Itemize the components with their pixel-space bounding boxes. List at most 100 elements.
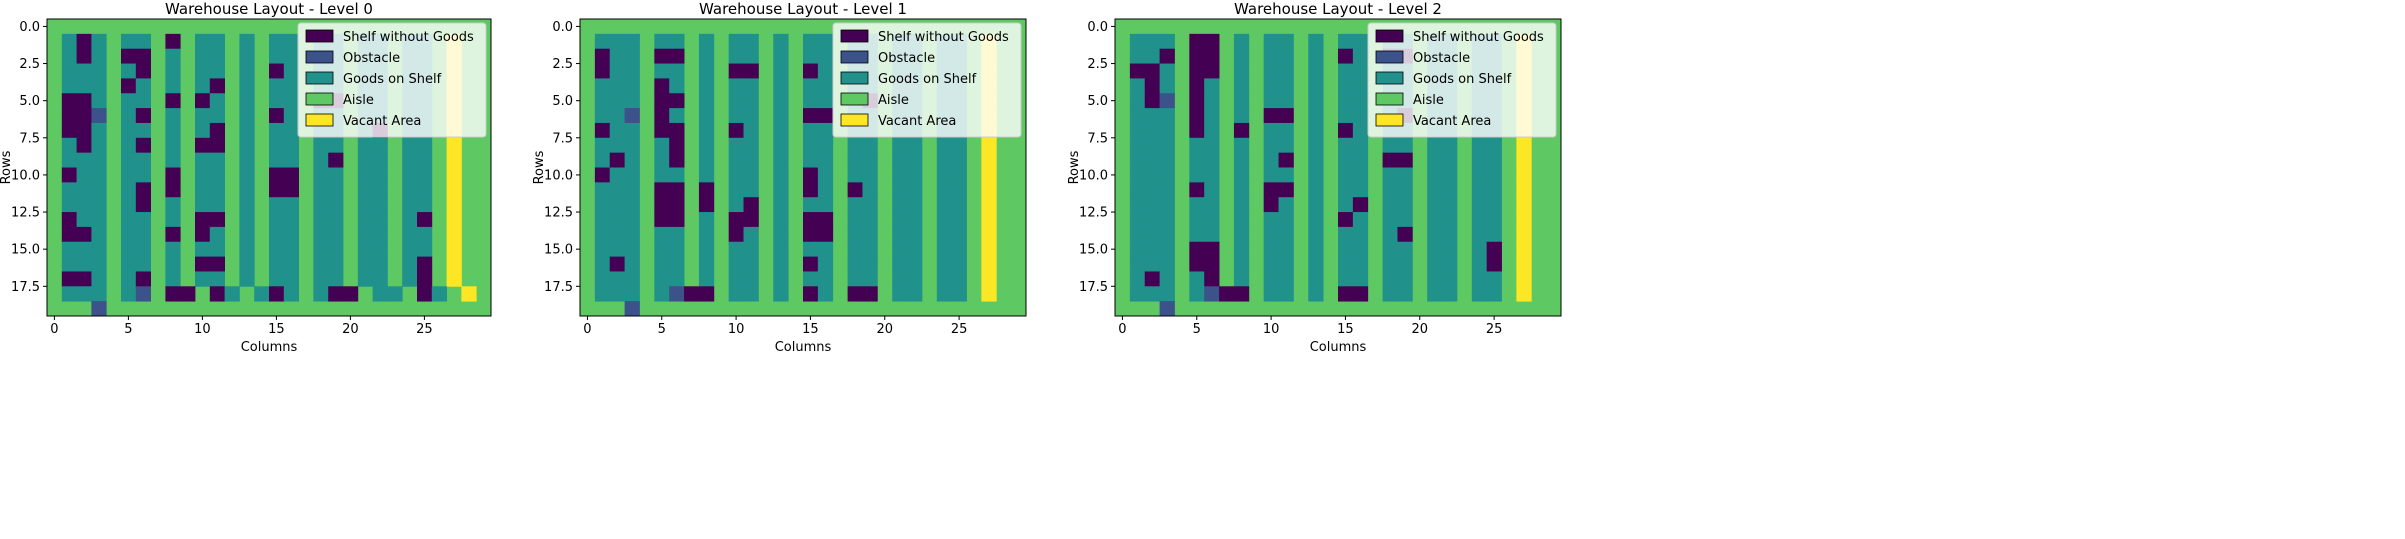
heatmap-cell <box>165 108 181 124</box>
heatmap-cell <box>313 286 329 302</box>
heatmap-cell <box>803 167 819 183</box>
heatmap-cell <box>135 182 151 198</box>
heatmap-cell <box>743 93 759 109</box>
heatmap-cell <box>862 137 878 154</box>
heatmap-cell <box>1308 152 1324 168</box>
heatmap-cell <box>1397 137 1413 154</box>
heatmap-cell <box>624 63 640 79</box>
heatmap-cell <box>61 167 77 183</box>
heatmap-cell <box>135 212 151 228</box>
heatmap-cell <box>698 152 715 168</box>
heatmap-cell <box>862 167 878 183</box>
heatmap-cell <box>803 286 819 302</box>
heatmap-cell <box>1263 271 1279 287</box>
legend-swatch <box>840 71 869 85</box>
heatmap-cell <box>209 197 225 213</box>
heatmap-cell <box>372 182 388 198</box>
heatmap-cell <box>165 63 181 79</box>
heatmap-cell <box>892 212 908 228</box>
y-axis-label: Rows <box>0 150 14 184</box>
heatmap-cell <box>1278 33 1294 50</box>
heatmap-cell <box>1338 33 1354 50</box>
y-tick-label: 17.5 <box>544 280 573 295</box>
y-tick-label: 7.5 <box>1087 131 1108 146</box>
heatmap-cell <box>1397 212 1413 228</box>
heatmap-cell <box>609 197 625 213</box>
heatmap-cell <box>609 93 625 109</box>
legend-swatch <box>1375 92 1404 106</box>
heatmap-cell <box>907 182 923 198</box>
heatmap-cell <box>76 108 92 124</box>
heatmap-cell <box>357 226 373 243</box>
heatmap-cell <box>594 122 611 139</box>
heatmap-cell <box>1427 271 1443 287</box>
x-tick-label: 15 <box>1337 322 1354 337</box>
heatmap-cell <box>1308 122 1324 139</box>
heatmap-cell <box>313 212 329 228</box>
heatmap-cell <box>773 152 789 168</box>
x-tick-label: 20 <box>342 322 359 337</box>
heatmap-cell <box>1352 167 1369 183</box>
heatmap-cell <box>91 93 107 109</box>
heatmap-cell <box>1278 226 1294 243</box>
heatmap-cell <box>981 226 997 243</box>
heatmap-cell <box>594 256 611 272</box>
legend: Shelf without Goods Obstacle Goods on Shel… <box>297 22 487 138</box>
heatmap-cell <box>624 241 640 257</box>
heatmap-cell <box>624 137 640 154</box>
heatmap-cell <box>609 182 625 198</box>
y-tick-label: 5.0 <box>1087 94 1108 109</box>
heatmap-cell <box>1442 197 1458 213</box>
heatmap-cell <box>417 256 433 272</box>
heatmap-cell <box>165 33 181 50</box>
heatmap-cell <box>817 93 834 109</box>
heatmap-cell <box>1352 93 1369 109</box>
heatmap-cell <box>1204 33 1220 50</box>
heatmap-cell <box>135 226 151 243</box>
heatmap-cell <box>669 226 685 243</box>
heatmap-cell <box>76 167 92 183</box>
heatmap-cell <box>1159 93 1175 109</box>
heatmap-cell <box>1352 48 1369 64</box>
heatmap-cell <box>269 152 285 168</box>
heatmap-cell <box>594 167 611 183</box>
heatmap-cell <box>609 286 625 302</box>
heatmap-cell <box>239 78 255 94</box>
heatmap-cell <box>121 152 137 168</box>
heatmap-cell <box>1382 137 1398 154</box>
heatmap-cell <box>165 167 181 183</box>
heatmap-cell <box>135 137 151 154</box>
heatmap-cell <box>1442 286 1458 302</box>
heatmap-cell <box>1189 256 1205 272</box>
y-tick-label: 2.5 <box>19 57 40 72</box>
heatmap-cell <box>121 93 137 109</box>
heatmap-cell <box>847 182 863 198</box>
heatmap-cell <box>209 182 225 198</box>
heatmap-cell <box>91 152 107 168</box>
heatmap-cell <box>446 226 462 243</box>
legend-swatch <box>1375 50 1404 64</box>
heatmap-cell <box>195 256 211 272</box>
plot-frame <box>579 18 1027 317</box>
heatmap-cell <box>209 93 225 109</box>
heatmap-cell <box>654 286 670 302</box>
heatmap-cell <box>1352 226 1369 243</box>
y-tick-label: 15.0 <box>544 243 573 258</box>
x-tick-label: 15 <box>268 322 285 337</box>
heatmap-cell <box>1442 226 1458 243</box>
heatmap-cell <box>328 226 344 243</box>
heatmap-cell <box>907 241 923 257</box>
heatmap-cell <box>803 241 819 257</box>
heatmap-cell <box>61 33 77 50</box>
heatmap-cell <box>91 167 107 183</box>
heatmap-cell <box>209 226 225 243</box>
legend-label: Vacant Area <box>343 114 421 129</box>
heatmap-cell <box>254 286 270 302</box>
heatmap-cell <box>357 167 373 183</box>
heatmap-cell <box>1233 212 1250 228</box>
heatmap-cell <box>165 197 181 213</box>
heatmap-cell <box>283 182 299 198</box>
heatmap-cell <box>669 271 685 287</box>
heatmap-cell <box>1204 212 1220 228</box>
heatmap-cell <box>1189 271 1205 287</box>
